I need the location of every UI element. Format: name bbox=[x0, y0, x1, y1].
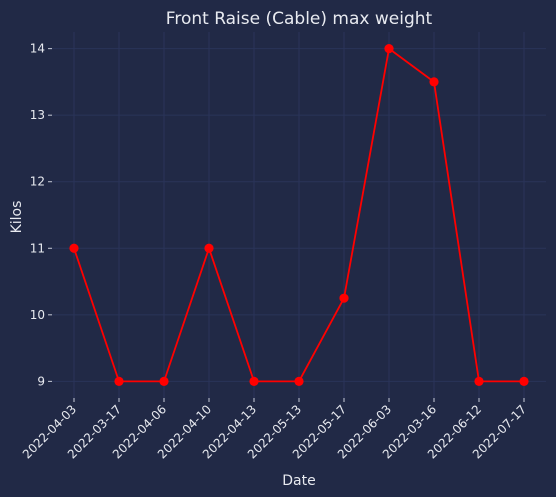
y-axis-title: Kilos bbox=[9, 201, 25, 234]
data-point bbox=[204, 243, 214, 253]
y-tick-label: 11 bbox=[30, 241, 45, 255]
grid bbox=[52, 32, 546, 398]
data-point bbox=[429, 77, 439, 87]
y-tick-label: 9 bbox=[37, 374, 45, 388]
y-tick-label: 13 bbox=[30, 108, 45, 122]
data-point bbox=[69, 243, 79, 253]
y-tick-label: 14 bbox=[30, 42, 45, 56]
data-point bbox=[114, 376, 124, 386]
series-layer bbox=[69, 44, 529, 386]
data-point bbox=[159, 376, 169, 386]
data-point bbox=[384, 44, 394, 54]
chart-title: Front Raise (Cable) max weight bbox=[166, 9, 433, 29]
y-axis: 9 10 11 12 13 14 bbox=[30, 42, 52, 388]
data-point bbox=[474, 376, 484, 386]
data-point bbox=[249, 376, 259, 386]
data-point bbox=[519, 376, 529, 386]
y-tick-label: 12 bbox=[30, 175, 45, 189]
y-tick-label: 10 bbox=[30, 308, 45, 322]
data-point bbox=[294, 376, 304, 386]
data-point bbox=[339, 293, 349, 303]
x-axis-title: Date bbox=[282, 473, 315, 489]
